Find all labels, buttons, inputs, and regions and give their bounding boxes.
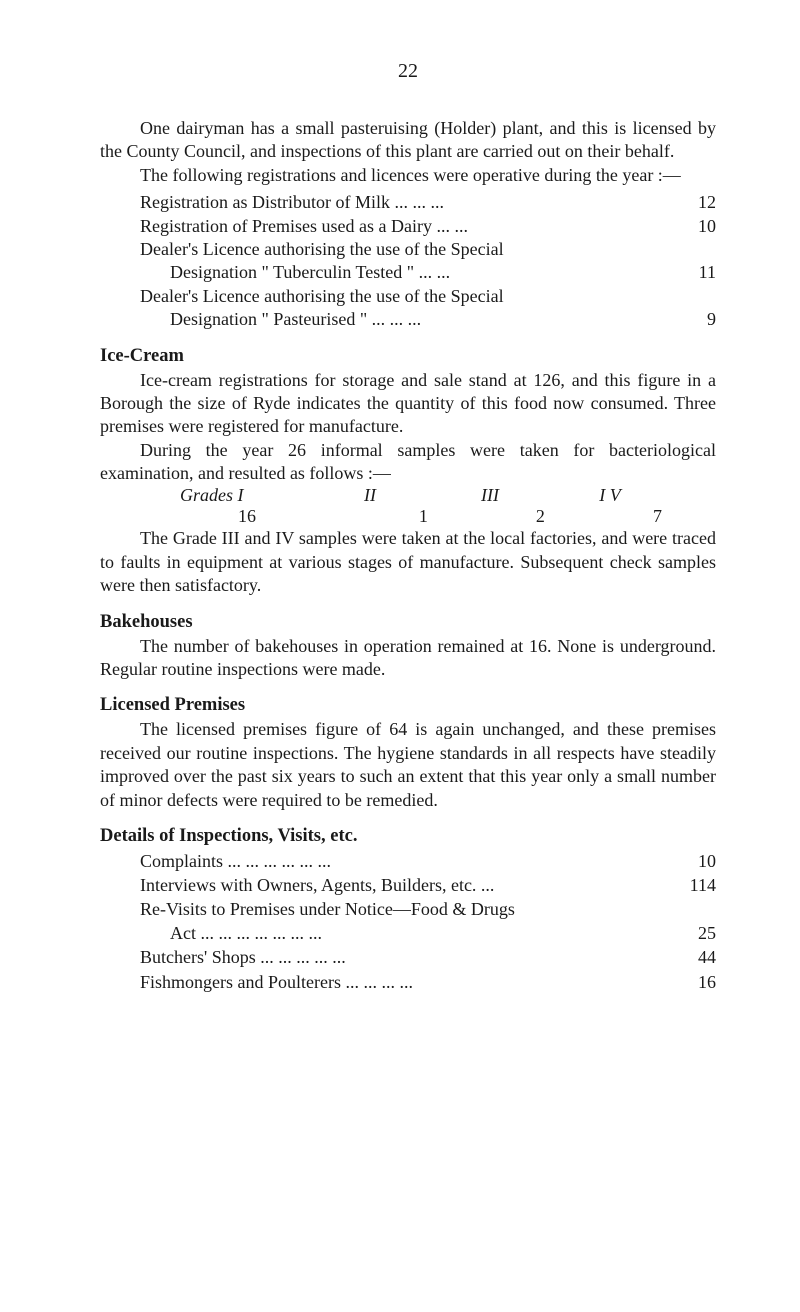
details-text: Act ... ... ... ... ... ... ... xyxy=(100,921,674,945)
grades-col: II xyxy=(310,485,430,506)
details-text: Butchers' Shops ... ... ... ... ... xyxy=(100,945,674,969)
reg-text: Designation " Pasteurised " ... ... ... xyxy=(100,308,682,331)
bakehouses-para: The number of bakehouses in operation re… xyxy=(100,635,716,682)
icecream-heading: Ice-Cream xyxy=(100,346,716,367)
reg-text: Registration as Distributor of Milk ... … xyxy=(100,191,682,214)
details-row: Complaints ... ... ... ... ... ... 10 xyxy=(100,849,716,873)
details-value: 25 xyxy=(674,921,716,945)
details-row: Act ... ... ... ... ... ... ... 25 xyxy=(100,921,716,945)
grades-val: 2 xyxy=(482,506,599,527)
intro-para-1: One dairyman has a small pasteruising (H… xyxy=(100,117,716,164)
grades-col: III xyxy=(430,485,550,506)
reg-text: Dealer's Licence authorising the use of … xyxy=(100,238,682,261)
details-text: Interviews with Owners, Agents, Builders… xyxy=(100,873,674,897)
reg-value: 11 xyxy=(682,261,716,284)
reg-value: 9 xyxy=(682,308,716,331)
details-value: 44 xyxy=(674,945,716,969)
details-text: Complaints ... ... ... ... ... ... xyxy=(100,849,674,873)
details-row: Fishmongers and Poulterers ... ... ... .… xyxy=(100,970,716,994)
reg-text: Registration of Premises used as a Dairy… xyxy=(100,215,682,238)
details-value: 16 xyxy=(674,970,716,994)
icecream-para-2: During the year 26 informal samples were… xyxy=(100,439,716,486)
details-row: Interviews with Owners, Agents, Builders… xyxy=(100,873,716,897)
reg-value xyxy=(682,238,716,261)
details-row: Butchers' Shops ... ... ... ... ... 44 xyxy=(100,945,716,969)
page-container: 22 One dairyman has a small pasteruising… xyxy=(0,0,800,1312)
details-text: Re-Visits to Premises under Notice—Food … xyxy=(100,897,674,921)
details-value xyxy=(674,897,716,921)
icecream-para-1: Ice-cream registrations for storage and … xyxy=(100,369,716,439)
page-number: 22 xyxy=(100,60,716,83)
licensed-heading: Licensed Premises xyxy=(100,695,716,716)
reg-text: Designation " Tuberculin Tested " ... ..… xyxy=(100,261,682,284)
reg-row: Registration as Distributor of Milk ... … xyxy=(100,191,716,214)
reg-row: Dealer's Licence authorising the use of … xyxy=(100,285,716,308)
details-list: Complaints ... ... ... ... ... ... 10 In… xyxy=(100,849,716,994)
registration-list: Registration as Distributor of Milk ... … xyxy=(100,191,716,331)
grades-col: I V xyxy=(550,485,670,506)
reg-row: Designation " Tuberculin Tested " ... ..… xyxy=(100,261,716,284)
grades-header-row: Grades I II III I V xyxy=(100,485,716,506)
reg-row: Designation " Pasteurised " ... ... ... … xyxy=(100,308,716,331)
licensed-para: The licensed premises figure of 64 is ag… xyxy=(100,718,716,812)
icecream-para-3: The Grade III and IV samples were taken … xyxy=(100,527,716,597)
intro-block: One dairyman has a small pasteruising (H… xyxy=(100,117,716,187)
grades-col: Grades I xyxy=(180,485,310,506)
details-value: 114 xyxy=(674,873,716,897)
grades-value-row: 16 1 2 7 xyxy=(100,506,716,527)
details-value: 10 xyxy=(674,849,716,873)
grades-val: 7 xyxy=(599,506,716,527)
grades-val: 16 xyxy=(180,506,365,527)
details-text: Fishmongers and Poulterers ... ... ... .… xyxy=(100,970,674,994)
reg-value xyxy=(682,285,716,308)
details-heading: Details of Inspections, Visits, etc. xyxy=(100,826,716,847)
bakehouses-heading: Bakehouses xyxy=(100,612,716,633)
details-row: Re-Visits to Premises under Notice—Food … xyxy=(100,897,716,921)
intro-para-2: The following registrations and licences… xyxy=(100,164,716,187)
reg-text: Dealer's Licence authorising the use of … xyxy=(100,285,682,308)
grades-val: 1 xyxy=(365,506,482,527)
reg-row: Dealer's Licence authorising the use of … xyxy=(100,238,716,261)
reg-value: 12 xyxy=(682,191,716,214)
reg-row: Registration of Premises used as a Dairy… xyxy=(100,215,716,238)
reg-value: 10 xyxy=(682,215,716,238)
